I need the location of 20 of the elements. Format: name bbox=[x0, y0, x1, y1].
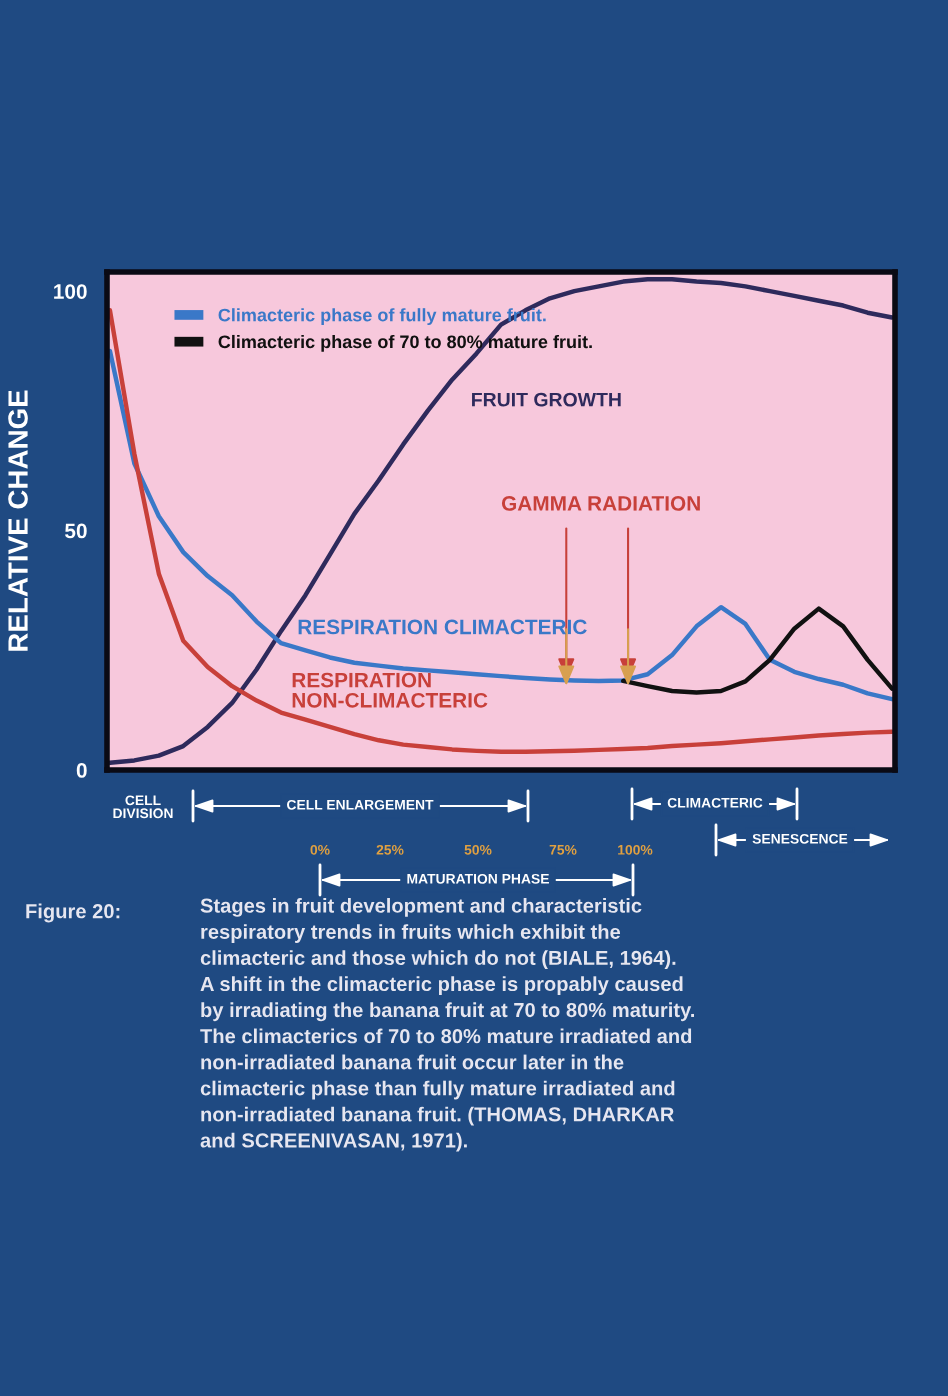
text: 100% bbox=[618, 844, 653, 855]
y-tick-label: 50 bbox=[65, 523, 87, 539]
text: 75% bbox=[549, 844, 577, 855]
text: CELL DIVISION bbox=[113, 795, 173, 819]
text: Stages in fruit development and characteristic respiratory trends in fruits which exhibit the climacteric and those which do not (BIALE, 1964). A shift in the climacteric phase is propably caused by irradiating the banana fruit at 70 to 80% maturity. The climacterics of 70 to 80% mature irradiated and non-irradiated banana fruit occur later in the climacteric phase than fully mature irradiated and non-irradiated banana fruit. (THOMAS, DHARKAR and SCREENIVASAN, 1971). bbox=[200, 898, 694, 1152]
text: CELL ENLARGEMENT bbox=[287, 799, 434, 810]
legend-label: Climacteric phase of 70 to 80% mature fruit. bbox=[218, 334, 592, 352]
text: 25% bbox=[376, 844, 404, 855]
caption: Figure 20: bbox=[26, 903, 120, 923]
annotation: GAMMA RADIATION bbox=[501, 496, 700, 511]
y-axis-title: RELATIVE CHANGE bbox=[8, 390, 28, 651]
annotation: FRUIT GROWTH bbox=[472, 392, 621, 407]
y-tick-label: 0 bbox=[76, 763, 87, 778]
text: CLIMACTERIC bbox=[667, 797, 763, 808]
text: 0% bbox=[310, 844, 330, 855]
text: 50% bbox=[464, 844, 492, 855]
y-tick-label: 100 bbox=[54, 284, 87, 299]
text: SENESCENCE bbox=[752, 833, 848, 844]
text: MATURATION PHASE bbox=[407, 873, 549, 884]
annotation: RESPIRATION NON-CLIMACTERIC bbox=[292, 672, 488, 708]
